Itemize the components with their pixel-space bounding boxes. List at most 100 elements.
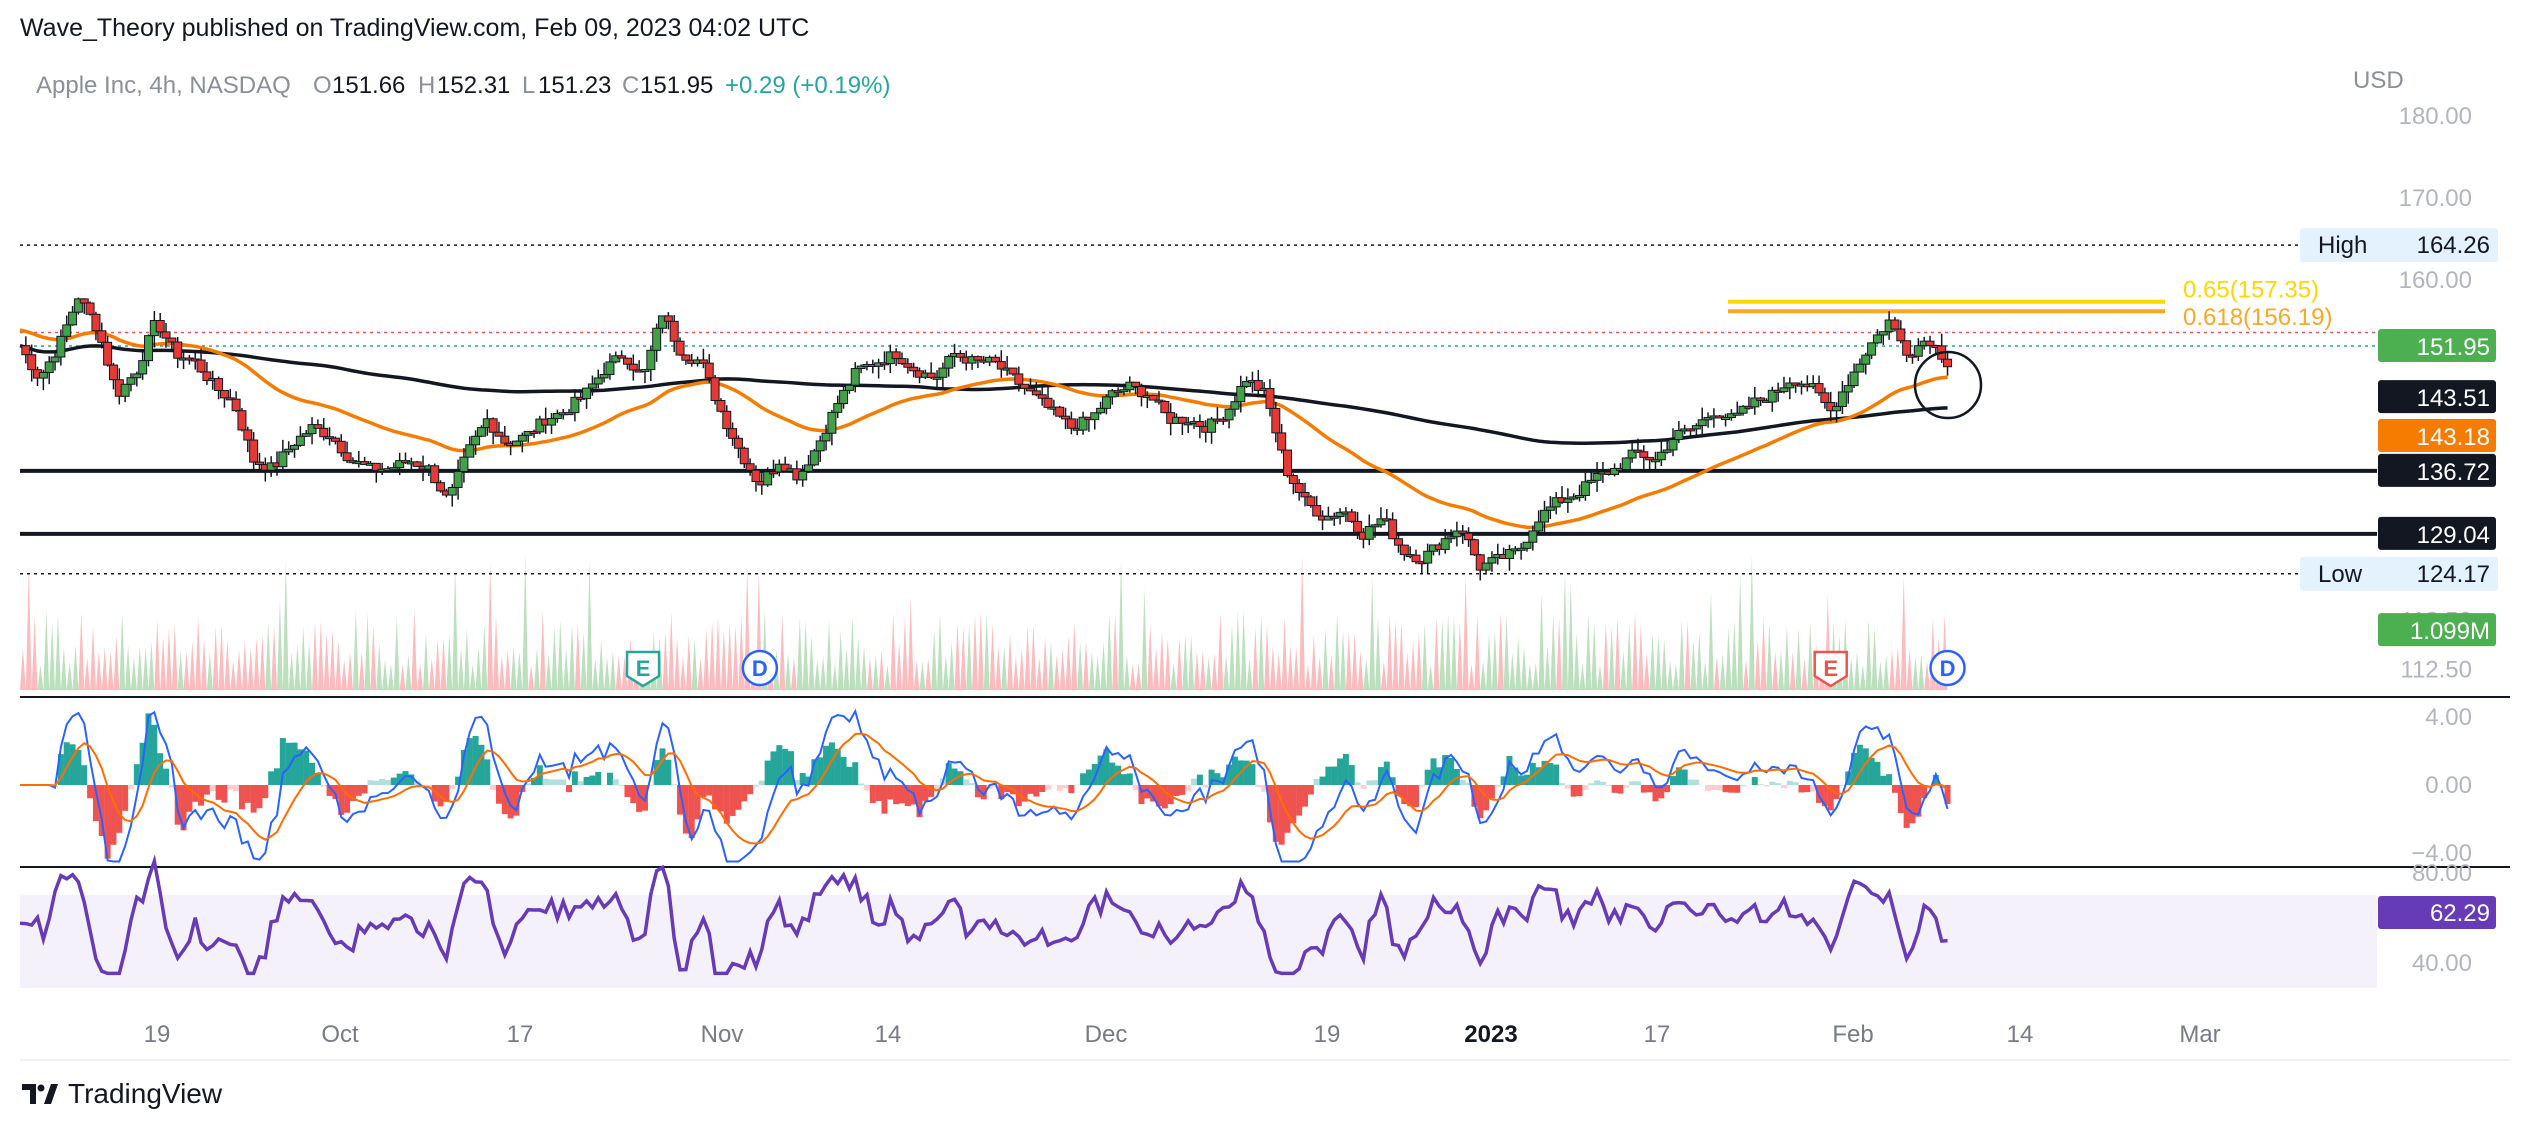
candle-body xyxy=(284,448,294,453)
volume-bar xyxy=(411,610,418,690)
macd-line xyxy=(20,708,1949,863)
candle-body xyxy=(1896,328,1906,342)
volume-bar xyxy=(1135,663,1142,690)
legend-low-label: L xyxy=(522,72,535,99)
candle-body xyxy=(85,302,95,315)
macd-histogram-bar xyxy=(1360,785,1367,790)
price-tick-label: 170.00 xyxy=(2399,185,2472,212)
candle-body xyxy=(21,345,31,356)
price-badge xyxy=(2378,516,2496,550)
footer-brand[interactable]: TradingView xyxy=(20,1078,222,1110)
volume-bar xyxy=(277,600,283,690)
macd-histogram-bar xyxy=(57,754,64,785)
macd-histogram-bar xyxy=(1634,781,1641,785)
candle-body xyxy=(436,482,446,492)
volume-bar xyxy=(977,611,984,690)
volume-bar xyxy=(861,645,867,690)
macd-histogram-bar xyxy=(1722,785,1729,793)
macd-histogram-bar xyxy=(1611,785,1618,793)
candle-body xyxy=(1633,449,1643,453)
volume-bar xyxy=(364,612,371,690)
candle-body xyxy=(996,361,1006,370)
volume-bar xyxy=(820,656,827,690)
price-badge-label: 143.18 xyxy=(2417,424,2490,451)
volume-bar xyxy=(1883,655,1890,690)
dividend-marker-icon[interactable] xyxy=(741,649,779,687)
volume-bar xyxy=(166,628,172,690)
macd-histogram-bar xyxy=(1488,785,1495,799)
volume-bar xyxy=(1766,623,1773,690)
volume-bar xyxy=(84,657,91,690)
volume-bar xyxy=(1526,663,1533,690)
volume-bar xyxy=(241,640,248,690)
macd-histogram-bar xyxy=(1272,785,1279,842)
dividend-marker-icon[interactable] xyxy=(1929,649,1966,687)
macd-histogram-bar xyxy=(478,744,485,785)
rsi-badge xyxy=(2378,896,2496,929)
volume-bar xyxy=(1626,624,1633,690)
macd-histogram-bar xyxy=(1582,785,1589,790)
macd-histogram-bar xyxy=(688,785,695,839)
candle-body xyxy=(1703,416,1713,421)
macd-histogram-bar xyxy=(554,779,561,785)
macd-histogram-bar xyxy=(198,785,205,806)
volume-bar xyxy=(1246,658,1253,690)
candle-body xyxy=(196,359,206,373)
macd-histogram-bar xyxy=(87,785,94,799)
candle-body xyxy=(844,384,854,391)
macd-histogram-bar xyxy=(531,777,538,785)
candle-body xyxy=(1411,554,1421,563)
volume-bar xyxy=(189,641,196,690)
candle-body xyxy=(926,372,936,378)
candle-body xyxy=(342,452,352,462)
macd-histogram-bar xyxy=(390,777,397,785)
candle-body xyxy=(739,447,749,465)
time-axis[interactable]: 19 Oct 17 Nov 14 Dec 19 2023 17 Feb 14 Mar xyxy=(20,1021,2510,1061)
macd-histogram-bar xyxy=(1115,765,1122,785)
price-axis[interactable]: 180.00170.00160.00118.50112.50151.95143.… xyxy=(2300,103,2498,977)
macd-histogram-bar xyxy=(1909,785,1916,824)
macd-histogram-bar xyxy=(741,785,748,802)
volume-bar xyxy=(1865,619,1872,690)
candle-body xyxy=(488,418,498,433)
macd-tick-label: 4.00 xyxy=(2425,704,2472,731)
macd-histogram-bar xyxy=(1243,760,1250,785)
level-tag-value: 124.17 xyxy=(2417,561,2490,588)
volume-bar xyxy=(183,650,190,690)
volume-bar xyxy=(347,651,353,690)
volume-bar xyxy=(919,661,926,690)
volume-bar xyxy=(726,623,733,690)
volume-bar xyxy=(1234,610,1241,690)
price-badge xyxy=(2378,453,2496,487)
volume-bar xyxy=(1538,593,1545,690)
volume-bar xyxy=(598,640,605,690)
volume-bar xyxy=(1048,641,1054,690)
macd-histogram-bar xyxy=(1588,783,1595,785)
macd-histogram-bar xyxy=(1681,769,1688,785)
macd-histogram-bar xyxy=(133,764,140,785)
macd-histogram-bar xyxy=(712,785,719,810)
earnings-marker-icon[interactable] xyxy=(1813,650,1848,688)
volume-bar xyxy=(434,638,441,690)
volume-bar xyxy=(884,664,891,690)
macd-histogram-bar xyxy=(817,757,824,785)
candle-body xyxy=(1516,547,1526,551)
volume-bar xyxy=(1702,661,1709,690)
candle-body xyxy=(430,465,440,484)
macd-histogram-bar xyxy=(1874,761,1881,785)
volume-bar xyxy=(668,612,675,690)
volume-bar xyxy=(1532,662,1539,690)
volume-bar xyxy=(1602,622,1609,690)
candle-body xyxy=(1645,456,1655,461)
macd-histogram-bar xyxy=(1687,779,1694,785)
volume-bar xyxy=(942,654,949,690)
macd-histogram-bar xyxy=(1331,766,1338,785)
candle-body xyxy=(290,444,300,450)
candle-body xyxy=(605,361,615,376)
earnings-marker-icon[interactable] xyxy=(625,650,661,688)
candle-body xyxy=(821,432,831,442)
candle-body xyxy=(1177,416,1187,424)
candle-body xyxy=(219,390,229,399)
volume-bar xyxy=(1269,645,1276,690)
